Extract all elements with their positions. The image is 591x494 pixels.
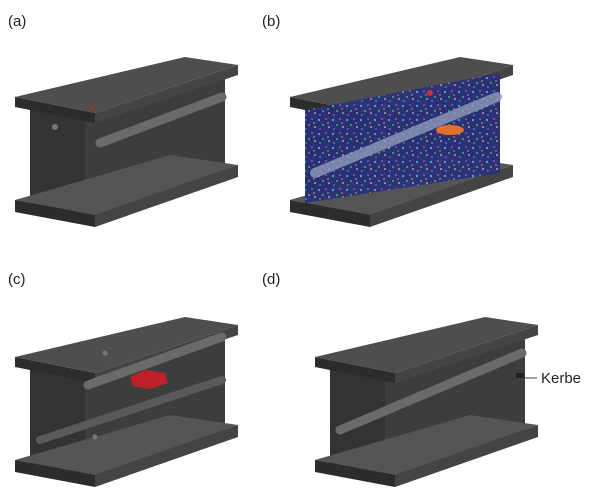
figure: (a) (b) (c) Kerbe (d) bbox=[0, 0, 591, 494]
panel-d bbox=[315, 317, 538, 487]
panel-label: (d) bbox=[262, 271, 280, 288]
panel-label: (c) bbox=[8, 271, 26, 288]
panel-label: (b) bbox=[262, 13, 280, 30]
panel-c bbox=[15, 317, 238, 487]
panel-a bbox=[15, 57, 238, 227]
annotation: Kerbe bbox=[541, 370, 581, 387]
panel-b bbox=[290, 57, 513, 227]
panel-label: (a) bbox=[8, 13, 26, 30]
